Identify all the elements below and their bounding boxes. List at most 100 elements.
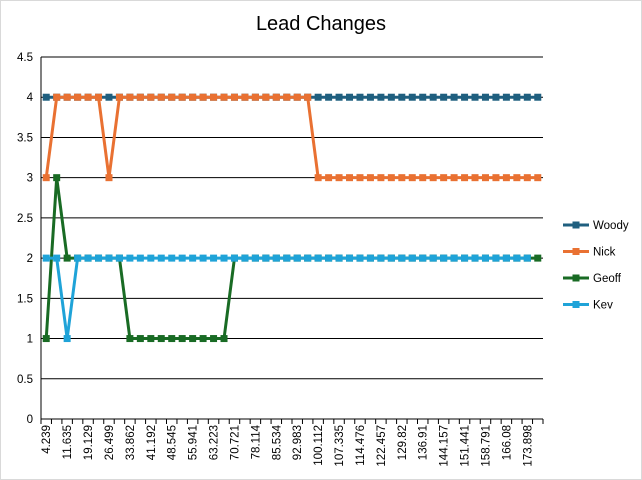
x-tick-label: 63.223 [209, 425, 221, 460]
x-tick-label: 122.457 [376, 425, 388, 467]
point-nick [304, 93, 312, 101]
point-nick [42, 174, 50, 182]
point-geoff [199, 335, 207, 343]
point-kev [251, 254, 259, 262]
y-tick-label: 0.5 [17, 374, 33, 386]
point-nick [220, 93, 228, 101]
point-nick [387, 174, 395, 182]
point-nick [147, 93, 155, 101]
point-nick [450, 174, 458, 182]
point-nick [199, 93, 207, 101]
point-kev [189, 254, 197, 262]
point-kev [408, 254, 416, 262]
point-nick [251, 93, 259, 101]
point-woody [523, 93, 531, 101]
x-tick-label: 114.476 [355, 425, 367, 466]
point-geoff [42, 335, 50, 343]
x-tick-label: 107.335 [334, 425, 346, 467]
point-woody [314, 93, 322, 101]
point-kev [168, 254, 176, 262]
point-woody [534, 93, 542, 101]
point-nick [272, 93, 280, 101]
point-kev [283, 254, 291, 262]
point-geoff [157, 335, 165, 343]
point-nick [429, 174, 437, 182]
point-woody [325, 93, 333, 101]
legend-label-kev: Kev [593, 300, 613, 312]
point-kev [220, 254, 228, 262]
y-tick-label: 4 [27, 92, 34, 104]
point-kev [419, 254, 427, 262]
point-nick [481, 174, 489, 182]
point-nick [314, 174, 322, 182]
point-kev [74, 254, 82, 262]
y-tick-label: 3.5 [17, 132, 33, 144]
point-nick [335, 174, 343, 182]
x-tick-label: 41.192 [146, 425, 158, 460]
point-nick [523, 174, 531, 182]
point-woody [42, 93, 50, 101]
point-kev [136, 254, 144, 262]
point-woody [105, 93, 113, 101]
point-nick [325, 174, 333, 182]
y-tick-label: 1 [27, 334, 33, 346]
x-tick-label: 78.114 [250, 424, 262, 459]
point-geoff [189, 335, 197, 343]
x-tick-label: 11.635 [62, 425, 74, 459]
legend-marker-kev [572, 301, 580, 308]
point-nick [230, 93, 238, 101]
point-woody [398, 93, 406, 101]
point-nick [513, 174, 521, 182]
point-woody [461, 93, 469, 101]
y-tick-label: 0 [27, 414, 33, 426]
x-tick-label: 158.791 [480, 425, 492, 467]
point-kev [471, 254, 479, 262]
point-nick [461, 174, 469, 182]
x-tick-label: 48.545 [167, 425, 179, 460]
point-woody [377, 93, 385, 101]
point-kev [346, 254, 354, 262]
point-woody [366, 93, 374, 101]
point-nick [408, 174, 416, 182]
point-geoff [147, 335, 155, 343]
point-nick [63, 93, 71, 101]
point-kev [513, 254, 521, 262]
y-tick-label: 3 [27, 173, 33, 185]
legend-marker-geoff [572, 274, 580, 282]
point-nick [178, 93, 186, 101]
point-woody [471, 93, 479, 101]
x-tick-label: 85.534 [271, 424, 283, 460]
point-nick [346, 174, 354, 182]
point-kev [481, 254, 489, 262]
point-nick [262, 93, 270, 101]
point-woody [492, 93, 500, 101]
point-kev [63, 335, 71, 343]
point-kev [293, 254, 301, 262]
point-nick [115, 93, 123, 101]
point-geoff [136, 335, 144, 343]
y-tick-label: 2 [27, 253, 33, 265]
point-geoff [534, 254, 542, 262]
point-kev [210, 254, 218, 262]
point-kev [272, 254, 280, 262]
x-tick-label: 166.08 [501, 425, 513, 460]
point-nick [419, 174, 427, 182]
point-woody [356, 93, 364, 101]
x-tick-label: 55.941 [188, 425, 200, 460]
point-kev [523, 254, 531, 262]
point-geoff [178, 335, 186, 343]
point-kev [115, 254, 123, 262]
point-kev [356, 254, 364, 262]
point-kev [304, 254, 312, 262]
point-kev [53, 254, 61, 262]
point-nick [126, 93, 134, 101]
point-nick [471, 174, 479, 182]
point-nick [210, 93, 218, 101]
legend-label-nick: Nick [593, 247, 616, 259]
point-woody [440, 93, 448, 101]
point-kev [429, 254, 437, 262]
point-nick [53, 93, 61, 101]
point-kev [95, 254, 103, 262]
